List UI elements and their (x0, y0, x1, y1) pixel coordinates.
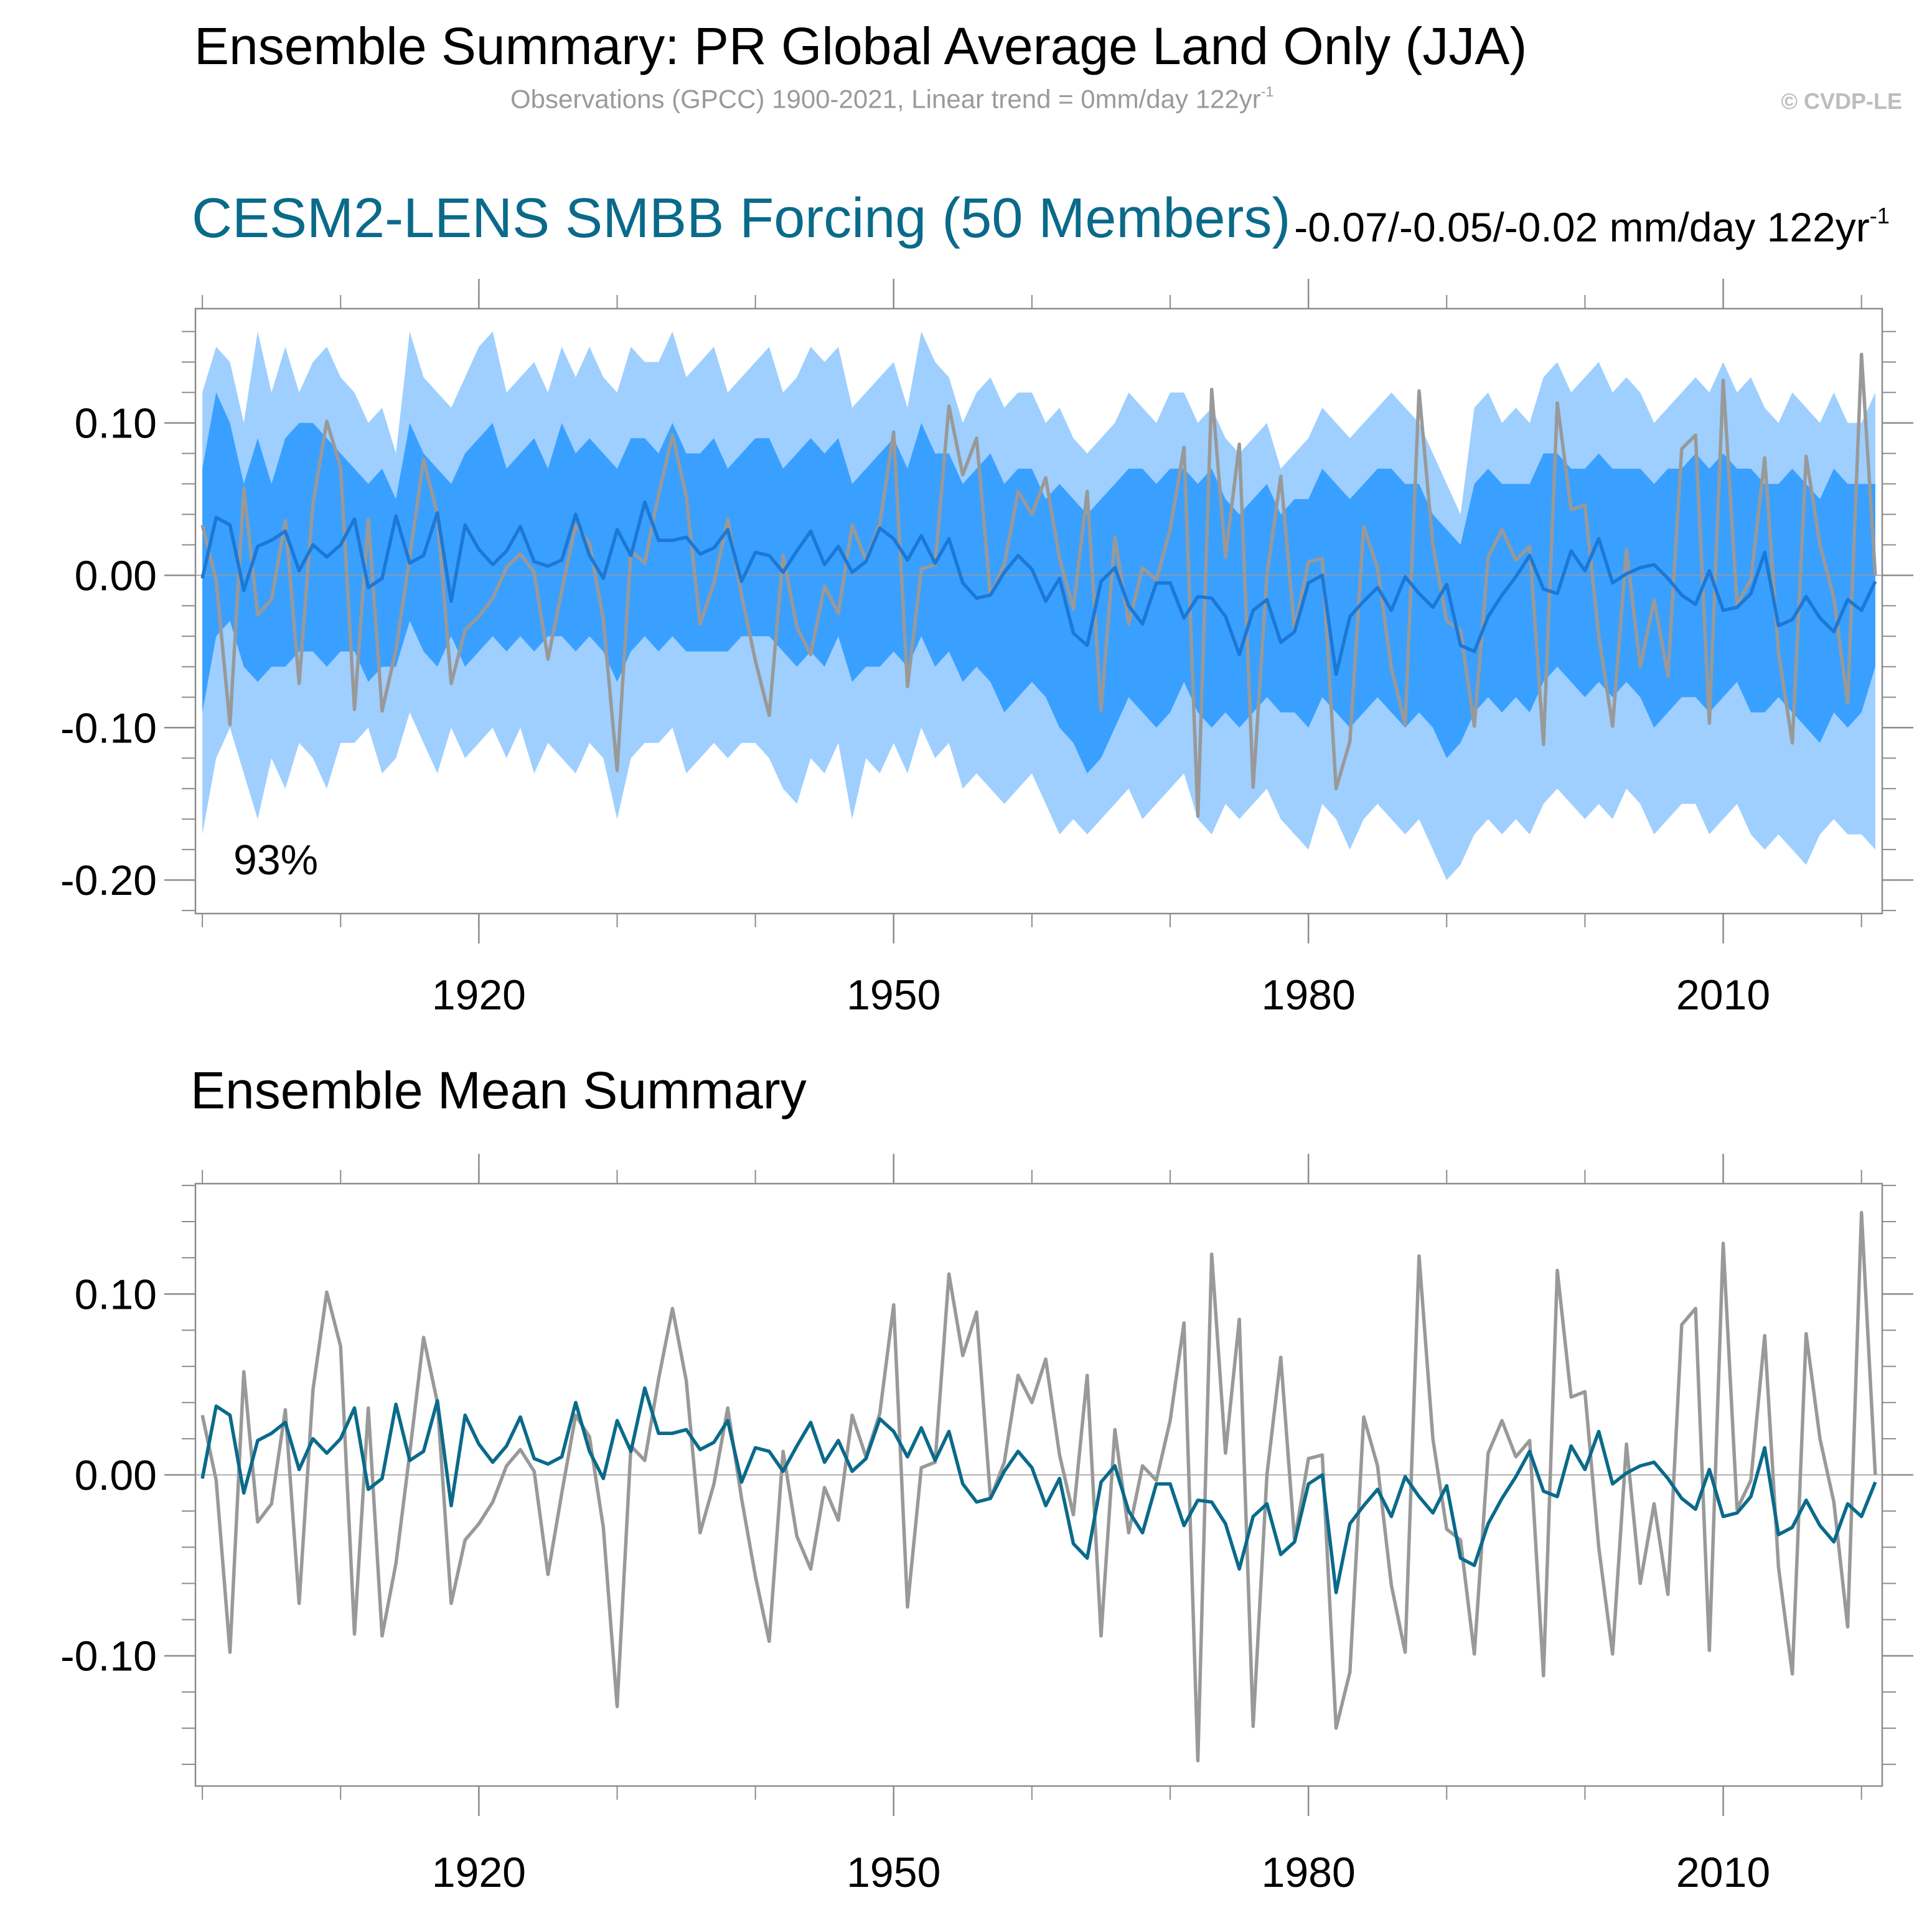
subtitle: Observations (GPCC) 1900-2021, Linear tr… (510, 83, 1273, 114)
plot-frame (194, 307, 1883, 915)
observations-line (200, 352, 1877, 818)
subtitle-superscript: -1 (1260, 83, 1274, 100)
main-title: Ensemble Summary: PR Global Average Land… (194, 17, 1527, 75)
y-tick-label: 0.00 (75, 552, 157, 599)
ensemble-mean-line (200, 1386, 1877, 1594)
x-tick-label: 2010 (1676, 1849, 1770, 1896)
x-tick-label: 1920 (432, 1849, 526, 1896)
copyright-label: © CVDP-LE (1781, 88, 1902, 114)
panel1-trend-label: -0.07/-0.05/-0.02 mm/day 122yr-1 (1294, 203, 1890, 251)
panel2-title: Ensemble Mean Summary (190, 1061, 807, 1120)
plot-frame (194, 1182, 1883, 1787)
y-tick-label: -0.10 (60, 704, 157, 752)
y-tick-label: 0.00 (75, 1452, 157, 1499)
x-tick-label: 1980 (1262, 1849, 1356, 1896)
panel2-plot: 0.10 0.00 -0.10 1920 1950 1980 2010 (60, 1154, 1913, 1896)
x-tick-label: 1950 (846, 971, 940, 1019)
x-tick-label: 2010 (1676, 971, 1770, 1019)
x-tick-label: 1980 (1262, 971, 1356, 1019)
observations-line (200, 1210, 1877, 1763)
y-tick-label: 0.10 (75, 400, 157, 447)
percent-annotation: 93% (233, 836, 318, 884)
panel1-title: CESM2-LENS SMBB Forcing (50 Members) (192, 187, 1291, 250)
panel1-plot: 0.10 0.00 -0.10 -0.20 1920 1950 1980 2010 93% (60, 279, 1913, 1019)
y-tick-label: -0.10 (60, 1633, 157, 1680)
trend-text: -0.07/-0.05/-0.02 mm/day 122yr (1294, 204, 1870, 251)
subtitle-text: Observations (GPCC) 1900-2021, Linear tr… (510, 84, 1261, 114)
x-tick-label: 1920 (432, 971, 526, 1019)
trend-superscript: -1 (1869, 203, 1890, 228)
y-tick-label: -0.20 (60, 857, 157, 904)
ensemble-mean-line (200, 500, 1877, 676)
y-tick-label: 0.10 (75, 1271, 157, 1318)
x-tick-label: 1950 (846, 1849, 940, 1896)
